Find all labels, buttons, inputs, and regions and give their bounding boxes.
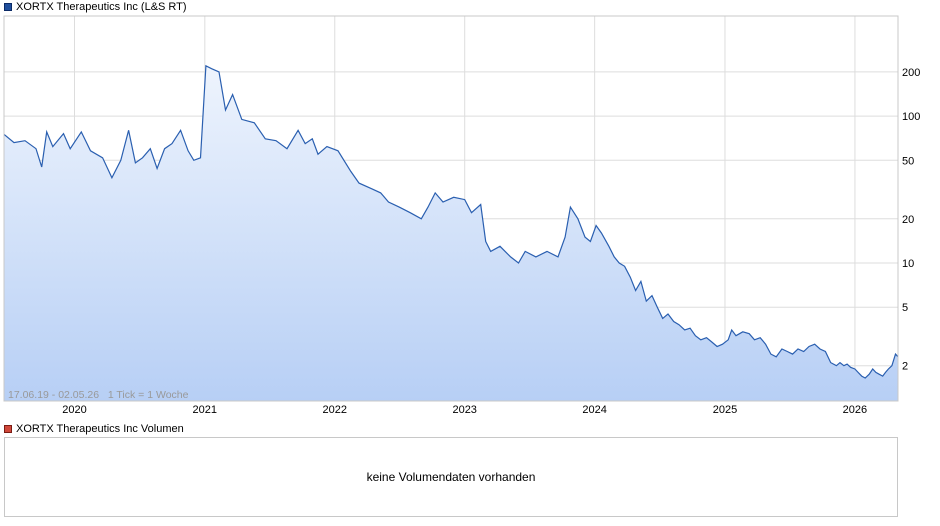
x-axis-labels: 2020 2021 2022 2023 2024 2025 2026 xyxy=(62,404,867,416)
price-line xyxy=(4,64,898,379)
x-tick-label: 2024 xyxy=(582,404,606,416)
price-legend-label: XORTX Therapeutics Inc (L&S RT) xyxy=(16,1,187,13)
x-tick-label: 2025 xyxy=(713,404,737,416)
y-tick-label: 200 xyxy=(902,67,920,79)
volume-legend: XORTX Therapeutics Inc Volumen xyxy=(4,422,184,436)
volume-legend-label: XORTX Therapeutics Inc Volumen xyxy=(16,423,184,435)
y-axis-labels: 2 5 10 20 50 100 200 xyxy=(902,67,920,373)
x-tick-label: 2026 xyxy=(843,404,867,416)
x-tick-label: 2021 xyxy=(193,404,217,416)
plot-frame xyxy=(3,15,899,402)
y-tick-label: 20 xyxy=(902,214,914,226)
price-legend: XORTX Therapeutics Inc (L&S RT) xyxy=(4,0,187,14)
y-tick-label: 10 xyxy=(902,258,914,270)
volume-legend-swatch xyxy=(4,425,12,433)
y-tick-label: 100 xyxy=(902,111,920,123)
x-tick-label: 2023 xyxy=(452,404,476,416)
y-tick-label: 50 xyxy=(902,155,914,167)
price-chart: 17.06.19 - 02.05.26 1 Tick = 1 Woche 2 5 1… xyxy=(3,15,920,416)
x-tick-label: 2022 xyxy=(323,404,347,416)
x-tick-label: 2020 xyxy=(62,404,86,416)
volume-panel: keine Volumendaten vorhanden xyxy=(4,437,898,517)
y-tick-label: 5 xyxy=(902,302,908,314)
no-volume-message: keine Volumendaten vorhanden xyxy=(366,470,536,484)
range-info-text: 17.06.19 - 02.05.26 1 Tick = 1 Woche xyxy=(8,389,189,401)
y-tick-label: 2 xyxy=(902,361,908,373)
price-legend-swatch xyxy=(4,3,12,11)
price-area xyxy=(4,65,898,401)
